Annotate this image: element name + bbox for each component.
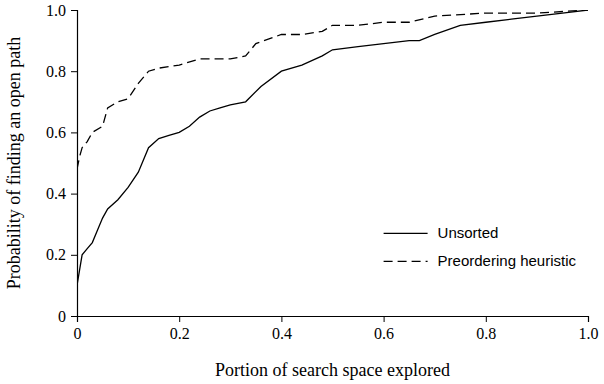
legend-label: Preordering heuristic (438, 252, 577, 269)
tick-mark (71, 132, 77, 133)
lines (77, 10, 588, 285)
tick-label: 0.2 (170, 325, 190, 342)
series-line (77, 10, 588, 285)
tick: 0.8 (476, 316, 496, 342)
tick-label: 0.6 (46, 124, 66, 141)
tick-label: 0 (74, 325, 82, 342)
tick-mark (384, 316, 385, 322)
y-axis: 0 0.2 0.4 0.6 0.8 1.0 (46, 2, 78, 325)
legend: Unsorted Preordering heuristic (384, 224, 577, 269)
legend-swatch (384, 261, 428, 262)
tick-label: 0.8 (46, 63, 66, 80)
chart-svg: 0 0.2 0.4 0.6 0.8 1.0 0 0.2 0.4 0.6 0.8 1.0 Unsorted… (0, 0, 604, 384)
tick: 0.2 (46, 246, 77, 263)
plot: 0 0.2 0.4 0.6 0.8 1.0 0 0.2 0.4 0.6 0.8 1.0 Unsorted… (46, 2, 599, 343)
tick: 1.0 (579, 316, 599, 342)
tick: 0.2 (170, 316, 190, 342)
tick: 0 (74, 316, 82, 342)
tick-mark (71, 255, 77, 256)
tick: 0.8 (46, 63, 77, 80)
tick-mark (71, 194, 77, 195)
tick-label: 0.2 (46, 246, 66, 263)
legend-entry: Preordering heuristic (384, 252, 577, 269)
tick-label: 0.6 (374, 325, 394, 342)
tick-mark (71, 71, 77, 72)
legend-label: Unsorted (438, 224, 499, 241)
tick: 1.0 (46, 2, 77, 19)
tick: 0.6 (46, 124, 77, 141)
axis-line (78, 317, 589, 323)
x-axis: 0 0.2 0.4 0.6 0.8 1.0 (74, 316, 599, 342)
tick-label: 0.4 (46, 185, 66, 202)
x-axis-title: Portion of search space explored (215, 360, 450, 380)
tick-label: 0.4 (272, 325, 292, 342)
tick-label: 1.0 (579, 325, 599, 342)
axis-line (71, 11, 78, 317)
tick-mark (588, 316, 589, 322)
chart-container: 0 0.2 0.4 0.6 0.8 1.0 0 0.2 0.4 0.6 0.8 1.0 Unsorted… (0, 0, 604, 384)
y-axis-title: Probability of finding an open path (4, 37, 24, 289)
tick: 0 (58, 308, 77, 325)
tick: 0.4 (272, 316, 292, 342)
tick-label: 0 (58, 308, 66, 325)
legend-swatch (384, 233, 428, 234)
tick-mark (71, 10, 77, 11)
tick-mark (71, 316, 77, 317)
tick: 0.4 (46, 185, 77, 202)
legend-entry: Unsorted (384, 224, 499, 241)
tick-mark (179, 316, 180, 322)
tick: 0.6 (374, 316, 394, 342)
tick-label: 1.0 (46, 2, 66, 19)
tick-mark (281, 316, 282, 322)
series-line (77, 10, 588, 169)
tick-label: 0.8 (476, 325, 496, 342)
tick-mark (486, 316, 487, 322)
